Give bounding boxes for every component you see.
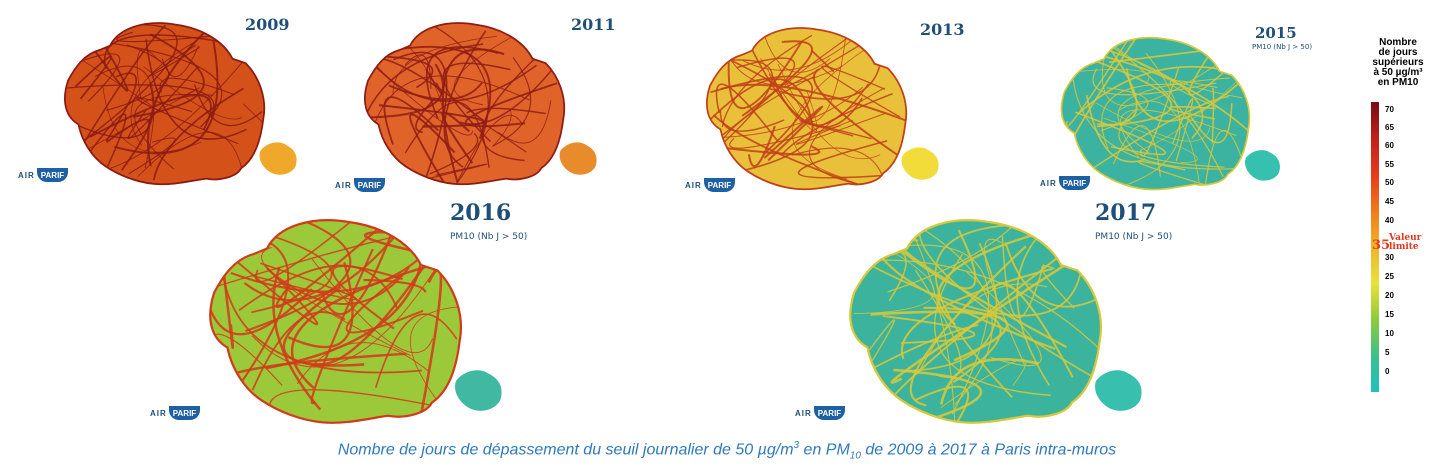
map-subtitle-2016: PM10 (Nb J > 50) bbox=[450, 232, 528, 242]
paris-map bbox=[63, 22, 297, 186]
paris-map bbox=[363, 22, 597, 186]
airparif-logo: AIR PARIF bbox=[18, 168, 69, 182]
legend-tick-label: 45 bbox=[1385, 197, 1394, 206]
map-lobe bbox=[259, 142, 297, 175]
legend-color-bar bbox=[1371, 102, 1379, 392]
road-network bbox=[850, 220, 1101, 423]
legend-tick-label: 50 bbox=[1385, 178, 1394, 187]
legend-tick-label: 55 bbox=[1385, 160, 1394, 169]
legend-limit-value: 35 bbox=[1372, 238, 1391, 253]
paris-map bbox=[209, 219, 502, 424]
legend-limit-label: Valeur limite bbox=[1389, 233, 1422, 252]
paris-map bbox=[849, 219, 1142, 424]
map-2017 bbox=[780, 210, 1210, 430]
legend-tick-label: 25 bbox=[1385, 272, 1394, 281]
map-lobe bbox=[901, 147, 939, 180]
map-2015 bbox=[1020, 30, 1320, 195]
map-year-2013: 2013 bbox=[920, 20, 965, 39]
airparif-logo: AIR PARIF bbox=[335, 178, 386, 192]
map-lobe bbox=[1245, 150, 1280, 181]
map-area bbox=[849, 219, 1103, 424]
map-subtitle-2017: PM10 (Nb J > 50) bbox=[1095, 232, 1173, 242]
map-2011 bbox=[330, 15, 630, 186]
legend-title: Nombre de jours supérieurs à 50 µg/m³ en… bbox=[1372, 37, 1424, 88]
legend-tick-label: 60 bbox=[1385, 141, 1394, 150]
map-year-2009: 2009 bbox=[245, 15, 290, 34]
legend-tick-label: 40 bbox=[1385, 216, 1394, 225]
map-lobe bbox=[559, 142, 597, 175]
legend-tick-label: 20 bbox=[1385, 291, 1394, 300]
map-year-2011: 2011 bbox=[571, 15, 616, 34]
map-area bbox=[209, 219, 463, 424]
road-network bbox=[64, 23, 265, 181]
map-year-2016: 2016 bbox=[450, 200, 512, 226]
figure-caption: Nombre de jours de dépassement du seuil … bbox=[337, 440, 1117, 462]
map-2009 bbox=[30, 15, 330, 186]
map-year-2017: 2017 bbox=[1095, 200, 1157, 226]
map-lobe bbox=[455, 370, 502, 411]
legend-tick-label: 70 bbox=[1385, 105, 1394, 114]
legend-tick-label: 0 bbox=[1385, 367, 1390, 376]
legend-tick-label: 30 bbox=[1385, 253, 1394, 262]
legend-tick-label: 5 bbox=[1385, 348, 1390, 357]
map-2013 bbox=[672, 20, 972, 195]
paris-map bbox=[1060, 36, 1280, 191]
legend-tick-label: 15 bbox=[1385, 310, 1394, 319]
airparif-logo: AIR PARIF bbox=[150, 406, 201, 420]
legend-tick-label: 65 bbox=[1385, 123, 1394, 132]
map-2016 bbox=[140, 210, 570, 430]
paris-map bbox=[705, 27, 939, 191]
legend-tick-label: 10 bbox=[1385, 329, 1394, 338]
map-lobe bbox=[1095, 370, 1142, 411]
road-network bbox=[706, 28, 907, 190]
airparif-logo: AIR PARIF bbox=[685, 178, 736, 192]
airparif-logo: AIR PARIF bbox=[795, 406, 846, 420]
map-subtitle-2015: PM10 (Nb J > 50) bbox=[1252, 43, 1313, 51]
map-year-2015: 2015 bbox=[1255, 24, 1297, 42]
airparif-logo: AIR PARIF bbox=[1040, 176, 1091, 190]
